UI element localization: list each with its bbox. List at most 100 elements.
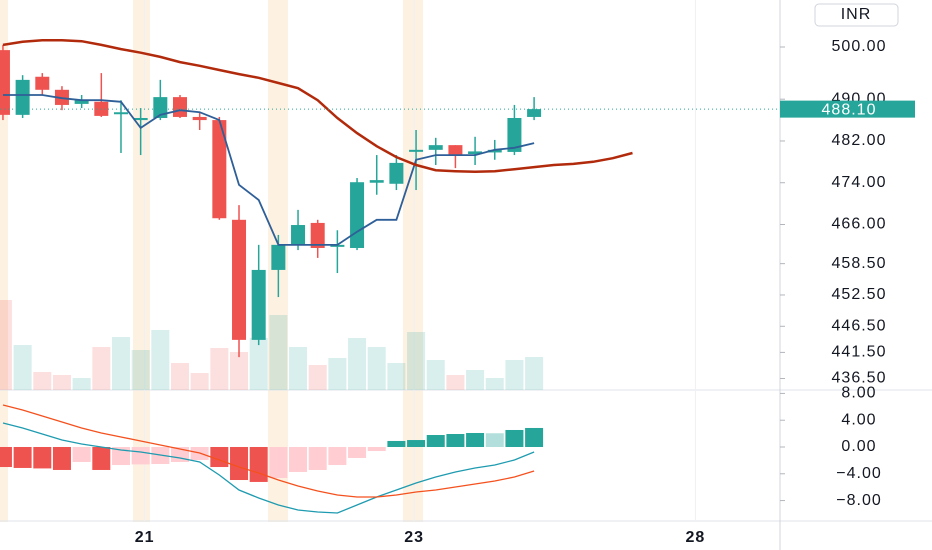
x-tick-label: 28 [686,529,706,546]
histogram-bar [466,432,485,447]
histogram-bar [13,446,32,468]
histogram-bar [92,446,111,470]
candle-body [232,219,247,340]
y-tick-label: 474.00 [832,174,887,191]
currency: INR [841,6,872,23]
y-tick-label: −8.00 [836,492,881,509]
volume-bar [328,358,347,390]
histogram-bar [387,440,406,447]
volume-bar [249,338,268,390]
currency-box[interactable] [814,3,899,27]
candle-body [487,149,502,153]
x-tick-label: 21 [135,529,155,546]
volume-bar [387,363,406,390]
volume-bar [308,365,327,390]
volume-bar [269,315,288,390]
macd-line [2,422,535,514]
histogram-bar [171,446,189,462]
last-price-tag [780,100,915,118]
volume-bar [111,337,130,390]
volume-bar [33,372,52,390]
histogram-bar [33,446,52,469]
y-tick-label: 436.50 [832,370,887,387]
session-band [403,0,423,522]
y-tick-label: 8.00 [841,385,876,402]
volume-bar [92,347,111,390]
candle-body [74,100,89,104]
histogram-bar [367,446,386,452]
y-tick-label: −4.00 [836,465,881,482]
volume-bar [525,357,544,390]
volume-bar [289,347,308,390]
volume-bar [131,350,150,390]
y-tick-label: 0.00 [841,438,876,455]
candle-body [153,97,168,118]
candle-body [113,112,128,115]
volume-bar [171,363,189,390]
last-price-label: 488.10 [822,101,877,118]
histogram-bar [230,446,249,481]
candle-body [409,149,424,152]
y-tick-label: 466.00 [832,216,887,233]
y-tick-label: 482.00 [832,132,887,149]
histogram-bar [348,446,367,458]
histogram-bar [52,446,71,470]
histogram-bar [426,435,445,447]
histogram-bar [525,427,544,447]
candle-body [192,116,207,121]
candle-body [389,162,404,184]
candle-body [291,225,306,245]
volume-bar [485,378,504,390]
x-tick-label: 23 [404,529,424,546]
histogram-bar [249,446,268,482]
histogram-bar [505,429,524,447]
volume-bar [348,338,367,390]
volume-bar [466,370,485,390]
volume-bar [190,373,209,390]
volume-bar [426,360,445,390]
candle-body [251,269,266,340]
y-tick-label: 446.50 [832,318,887,335]
y-tick-label: 452.50 [832,286,887,303]
y-tick-label: 500.00 [832,38,887,55]
candle-body [330,244,345,247]
candle-body [507,117,522,152]
volume-bar [13,345,32,390]
candle-body [133,117,148,121]
moving-average [2,38,633,174]
histogram-bar [485,433,504,447]
candle-body [428,145,443,150]
volume-bar [210,348,229,390]
histogram-bar [0,446,12,468]
candle-body [468,151,483,155]
candle-body [310,222,325,248]
candle-body [369,180,384,183]
histogram-bar [407,440,426,447]
volume-bar [446,375,465,390]
moving-average [3,94,535,246]
candle-body [527,109,542,117]
candle-body [15,79,30,115]
candle-body [212,120,227,219]
y-tick-label: 441.50 [832,344,887,361]
candle-body [94,101,109,116]
candle-body [271,244,286,270]
candle-body [35,76,50,90]
candle-body [173,97,187,117]
y-tick-label: 4.00 [841,411,876,428]
volume-bar [52,375,71,390]
histogram-bar [210,446,229,468]
volume-bar [407,332,426,390]
session-band [133,0,150,522]
session-band [0,0,8,522]
signal-line [2,404,535,498]
histogram-bar [446,434,465,447]
histogram-bar [111,446,130,466]
histogram-bar [131,446,150,465]
y-tick-label: 458.50 [832,255,887,272]
histogram-bar [289,446,308,472]
volume-bar [367,347,386,390]
candle-body [0,50,10,115]
histogram-bar [269,446,288,479]
